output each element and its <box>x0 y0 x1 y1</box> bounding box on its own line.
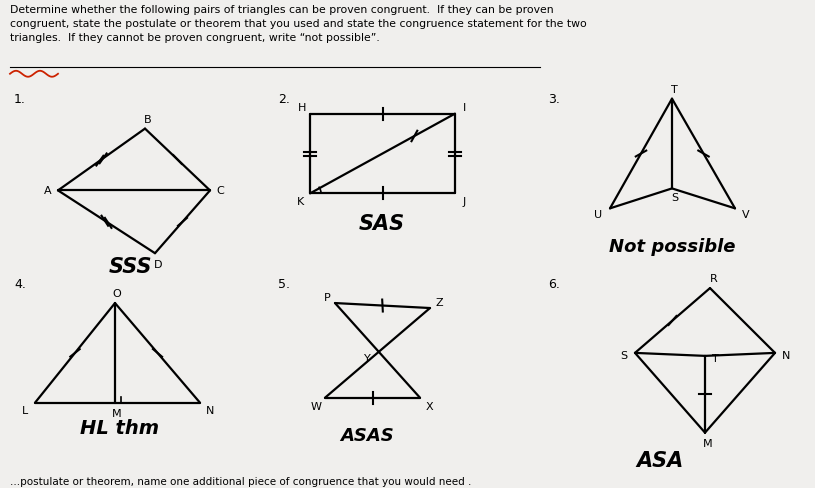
Text: HL thm: HL thm <box>80 418 159 437</box>
Text: I: I <box>462 102 465 112</box>
Text: ASA: ASA <box>637 449 684 469</box>
Text: ...postulate or theorem, name one additional piece of congruence that you would : ...postulate or theorem, name one additi… <box>10 475 471 486</box>
Text: M: M <box>703 438 713 447</box>
Text: 5.: 5. <box>278 277 290 290</box>
Text: Not possible: Not possible <box>609 238 735 256</box>
Text: SAS: SAS <box>359 214 405 234</box>
Text: N: N <box>782 350 791 360</box>
Text: W: W <box>311 401 321 411</box>
Text: J: J <box>462 197 465 207</box>
Text: 6.: 6. <box>548 277 560 290</box>
Text: P: P <box>324 292 330 303</box>
Text: congruent, state the postulate or theorem that you used and state the congruence: congruent, state the postulate or theore… <box>10 19 587 29</box>
Text: Y: Y <box>363 353 370 363</box>
Text: 4.: 4. <box>14 277 26 290</box>
Text: D: D <box>154 260 162 269</box>
Text: Determine whether the following pairs of triangles can be proven congruent.  If : Determine whether the following pairs of… <box>10 5 553 15</box>
Text: H: H <box>297 102 306 112</box>
Text: R: R <box>710 274 718 284</box>
Text: 3.: 3. <box>548 93 560 106</box>
Text: K: K <box>297 197 305 207</box>
Text: A: A <box>44 186 52 196</box>
Text: V: V <box>742 210 750 220</box>
Text: S: S <box>620 350 628 360</box>
Text: T: T <box>711 353 718 363</box>
Text: N: N <box>206 405 214 415</box>
Text: T: T <box>671 84 677 95</box>
Text: U: U <box>594 210 602 220</box>
Text: O: O <box>112 288 121 299</box>
Text: SSS: SSS <box>108 257 152 277</box>
Text: B: B <box>144 114 152 124</box>
Text: S: S <box>672 193 679 203</box>
Text: triangles.  If they cannot be proven congruent, write “not possible”.: triangles. If they cannot be proven cong… <box>10 33 380 43</box>
Text: X: X <box>425 401 433 411</box>
Text: 2.: 2. <box>278 93 290 106</box>
Text: 1.: 1. <box>14 93 26 106</box>
Text: M: M <box>112 408 121 418</box>
Text: ASAS: ASAS <box>340 426 394 444</box>
Text: C: C <box>216 186 224 196</box>
Text: Z: Z <box>435 298 443 307</box>
Text: L: L <box>22 405 29 415</box>
